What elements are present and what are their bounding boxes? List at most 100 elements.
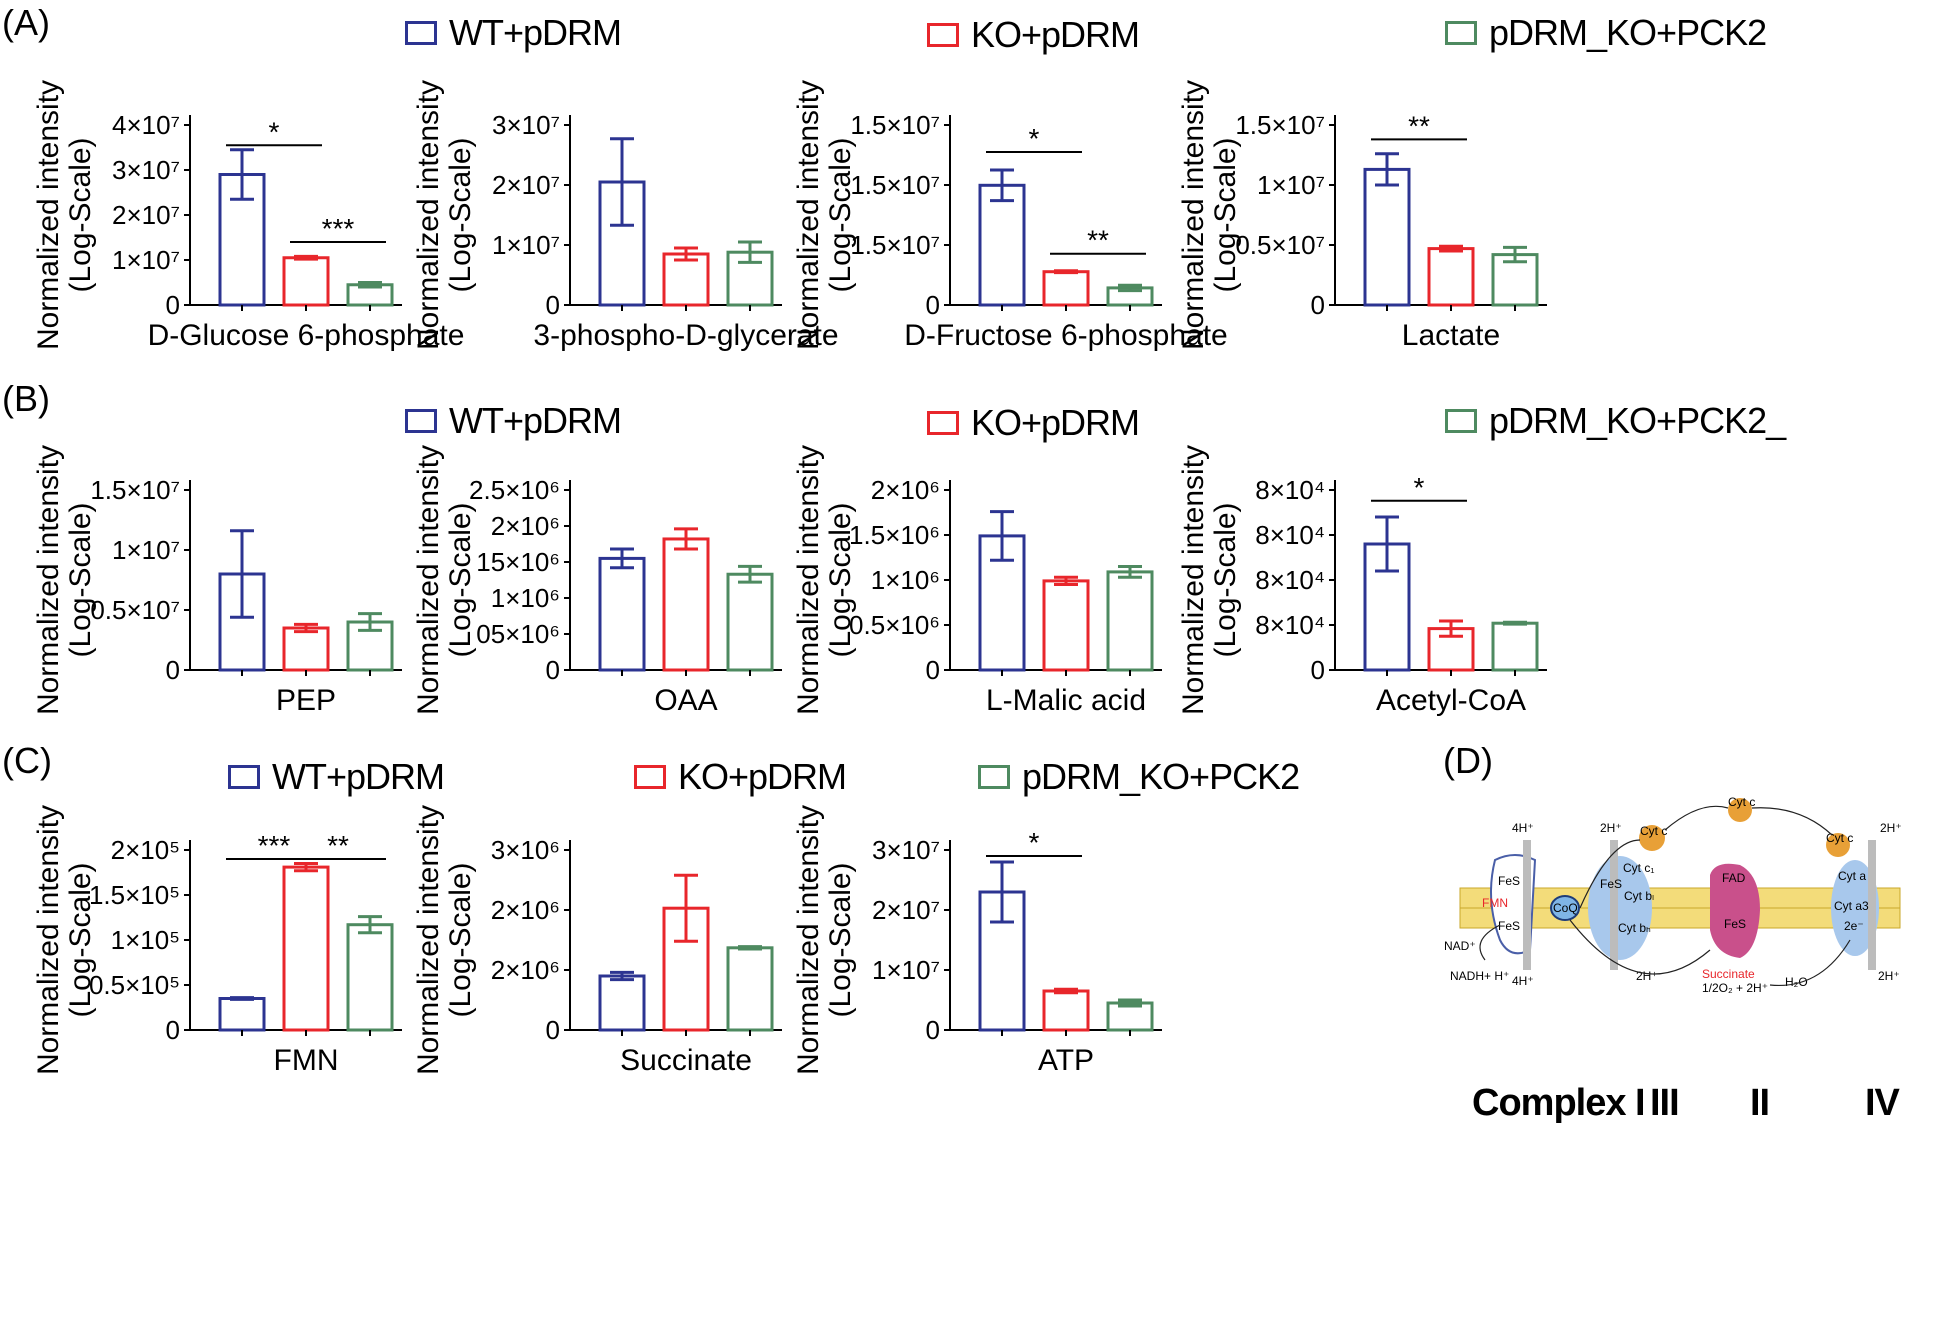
- y-tick-label: 8×10⁴: [1255, 610, 1325, 640]
- y-axis-title: Normalized intensity: [1177, 80, 1210, 350]
- legend-label: pDRM_KO+PCK2_: [1489, 400, 1786, 441]
- y-axis-title-scale: (Log-Scale): [824, 502, 857, 657]
- x-axis-label: L-Malic acid: [986, 684, 1146, 717]
- bar-1: [282, 626, 330, 672]
- y-tick-label: 15×10⁶: [476, 547, 560, 577]
- panel-label-a: (A): [2, 2, 50, 43]
- legend-c-wt: WT+pDRM: [228, 756, 445, 798]
- significance-label: *: [1029, 827, 1040, 858]
- bar-0: [218, 997, 266, 1032]
- y-tick-label: 1.5×10⁷: [850, 230, 940, 260]
- bar-0: [978, 183, 1026, 307]
- chart-pep: Normalized intensity (Log-Scale) 0 0.5×10⁷ 1…: [32, 445, 402, 717]
- y-tick-label: 2×10⁶: [491, 955, 560, 985]
- panel-label-d: (D): [1443, 740, 1493, 781]
- bar-1: [282, 865, 330, 1032]
- y-axis-title: Normalized intensity: [792, 80, 825, 350]
- complex-iii-label: III: [1650, 1082, 1680, 1124]
- y-axis-title-scale: (Log-Scale): [444, 862, 477, 1017]
- y-tick-label: 8×10⁴: [1255, 565, 1325, 595]
- bar-1: [1427, 247, 1475, 307]
- legend-swatch-ko: [927, 23, 959, 47]
- y-tick-label: 0: [1311, 655, 1325, 685]
- x-axis-label: Succinate: [620, 1044, 752, 1077]
- y-tick-label: 0.5×10⁶: [849, 610, 940, 640]
- x-axis-label: Acetyl-CoA: [1376, 684, 1526, 717]
- chart-lactate: Normalized intensity (Log-Scale) 0 0.5×10⁷ 1…: [1177, 80, 1547, 352]
- y-axis-title-scale: (Log-Scale): [64, 137, 97, 292]
- y-axis-title-scale: (Log-Scale): [1209, 502, 1242, 657]
- nadh-label: NADH+ H⁺: [1450, 969, 1509, 983]
- y-tick-label: 0: [166, 655, 180, 685]
- h2-iv-top-label: 2H⁺: [1880, 821, 1902, 835]
- cyt-c-sphere-top: [1728, 798, 1752, 822]
- h2o-label: H₂O: [1785, 975, 1808, 989]
- legend-swatch-pck2: [1445, 409, 1477, 433]
- legend-swatch-wt: [405, 21, 437, 45]
- h4-bottom-label: 4H⁺: [1512, 974, 1534, 988]
- y-tick-label: 1.5×10⁷: [1235, 110, 1325, 140]
- y-tick-label: 05×10⁶: [476, 619, 560, 649]
- bar-0: [1363, 167, 1411, 307]
- y-tick-label: 2×10⁵: [111, 835, 180, 865]
- legend-b-wt: WT+pDRM: [405, 400, 622, 442]
- bar-1: [662, 252, 710, 307]
- bar-1: [1042, 270, 1090, 307]
- cyt-c-top-label: Cyt c: [1728, 795, 1755, 809]
- y-tick-label: 1×10⁶: [871, 565, 940, 595]
- y-tick-label: 1.5×10⁵: [89, 880, 180, 910]
- chart-oaa: Normalized intensity (Log-Scale) 0 05×10⁶ 1×…: [412, 445, 782, 717]
- complex-iii-shape: [1588, 856, 1652, 960]
- significance-label: ***: [322, 213, 355, 244]
- bar-2: [726, 572, 774, 672]
- y-tick-label: 0: [546, 655, 560, 685]
- legend-swatch-wt: [228, 765, 260, 789]
- legend-swatch-ko: [927, 411, 959, 435]
- coq-shape: [1550, 895, 1580, 921]
- h4-top-label: 4H⁺: [1512, 821, 1534, 835]
- legend-label: KO+pDRM: [971, 14, 1140, 55]
- y-tick-label: 1×10⁷: [112, 535, 180, 565]
- y-tick-label: 1.5×10⁷: [90, 475, 180, 505]
- y-tick-label: 1.5×10⁷: [850, 170, 940, 200]
- y-tick-label: 0: [926, 290, 940, 320]
- fes-label-4: FeS: [1724, 917, 1746, 931]
- y-tick-label: 4×10⁷: [112, 110, 180, 140]
- y-tick-label: 2×10⁶: [491, 511, 560, 541]
- legend-label: pDRM_KO+PCK2: [1022, 756, 1300, 797]
- coq-label: CoQ: [1553, 901, 1578, 915]
- y-tick-label: 8×10⁴: [1255, 475, 1325, 505]
- bar-0: [598, 556, 646, 672]
- y-axis-title: Normalized intensity: [32, 805, 65, 1075]
- fmn-label: FMN: [1482, 896, 1508, 910]
- cyt-a-label: Cyt a: [1838, 869, 1866, 883]
- fad-label: FAD: [1722, 871, 1746, 885]
- y-axis-title-scale: (Log-Scale): [444, 137, 477, 292]
- complex-ii-shape: [1710, 863, 1760, 958]
- proton-channel-iii: [1610, 840, 1618, 970]
- y-tick-label: 0: [926, 1015, 940, 1045]
- legend-label: KO+pDRM: [678, 756, 847, 797]
- y-tick-label: 0: [1311, 290, 1325, 320]
- y-tick-label: 1×10⁶: [491, 583, 560, 613]
- y-tick-label: 1×10⁷: [492, 230, 560, 260]
- legend-a-wt: WT+pDRM: [405, 12, 622, 54]
- bar-2: [726, 946, 774, 1032]
- nadh-arrow: [1479, 924, 1501, 961]
- h2-iii-bottom-label: 2H⁺: [1636, 969, 1658, 983]
- cyt-c-label-1: Cyt c: [1640, 824, 1667, 838]
- bar-1: [662, 537, 710, 672]
- bar-2: [1106, 570, 1154, 672]
- x-axis-label: ATP: [1038, 1044, 1094, 1077]
- y-tick-label: 0: [926, 655, 940, 685]
- legend-c-pck2: pDRM_KO+PCK2: [978, 756, 1300, 798]
- y-axis-title: Normalized intensity: [792, 805, 825, 1075]
- bar-1: [282, 256, 330, 307]
- bar-1: [1042, 989, 1090, 1032]
- legend-a-pck2: pDRM_KO+PCK2: [1445, 12, 1767, 54]
- x-axis-label: D-Glucose 6-phosphate: [148, 319, 465, 352]
- y-tick-label: 8×10⁴: [1255, 520, 1325, 550]
- legend-swatch-ko: [634, 765, 666, 789]
- legend-label: KO+pDRM: [971, 402, 1140, 443]
- complex-iv-label: IV: [1865, 1082, 1900, 1124]
